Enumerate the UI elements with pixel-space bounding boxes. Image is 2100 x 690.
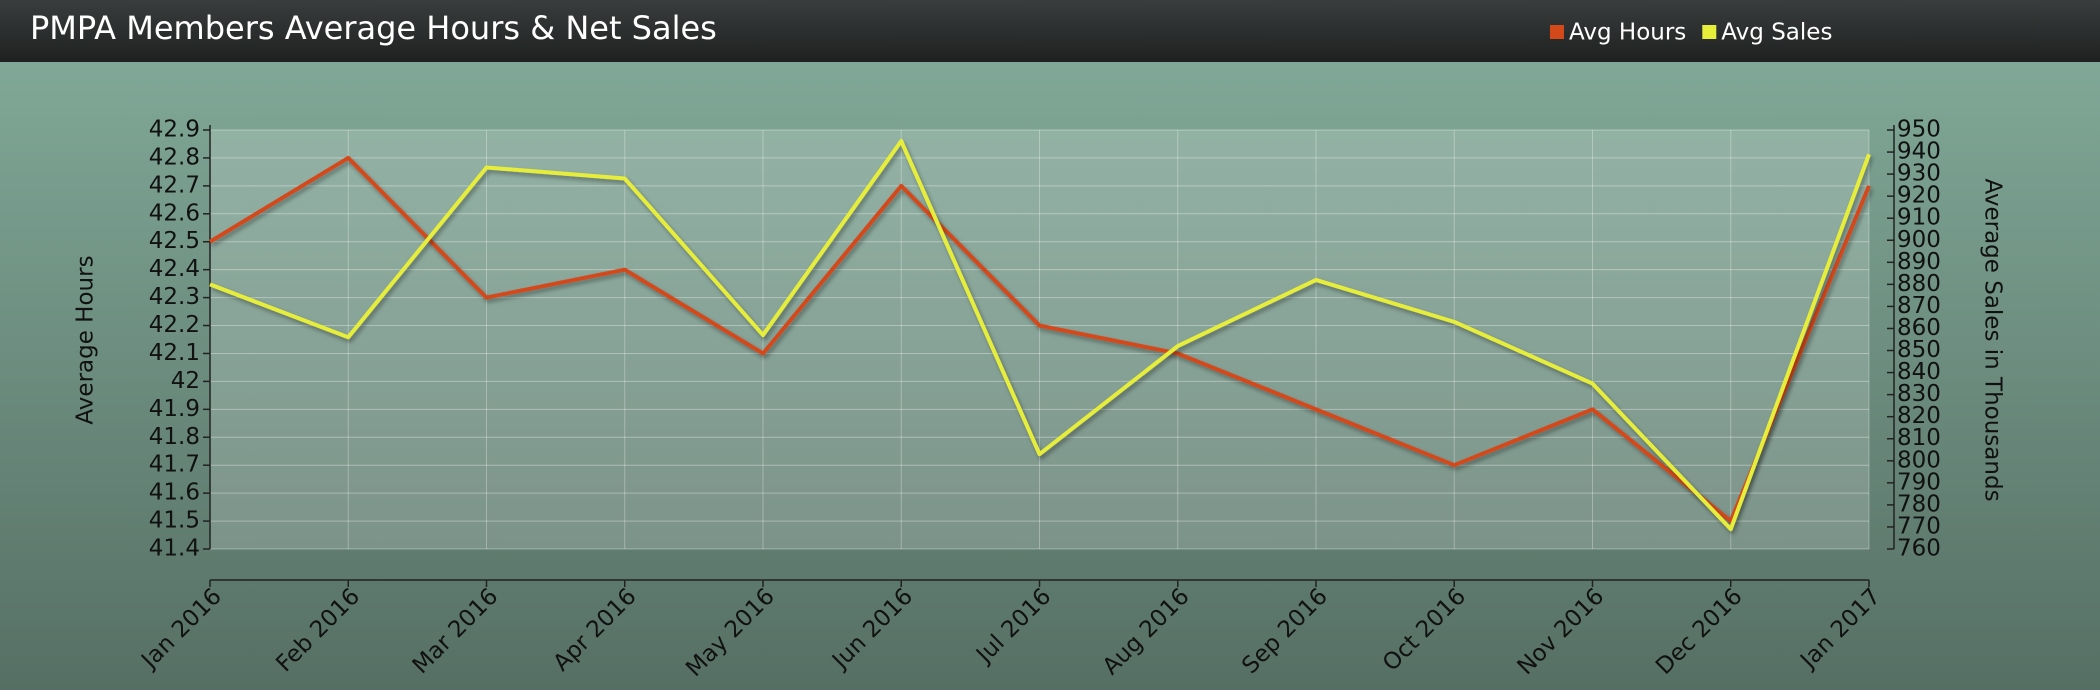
y-tick-label: 41.8 — [149, 424, 200, 450]
y2-tick-label: 850 — [1897, 337, 1941, 363]
y2-tick-label: 910 — [1897, 205, 1941, 231]
y2-tick-label: 900 — [1897, 227, 1941, 253]
y-tick-label: 42 — [171, 368, 200, 394]
series-line — [209, 139, 1871, 532]
y2-tick-label: 860 — [1897, 315, 1941, 341]
y-axis-title: Average Hours — [73, 255, 99, 424]
y2-tick-label: 870 — [1897, 293, 1941, 319]
y2-tick-label: 890 — [1897, 249, 1941, 275]
y-tick-label: 41.5 — [149, 508, 200, 534]
y2-tick-label: 840 — [1897, 359, 1941, 385]
y-tick-label: 41.9 — [149, 396, 200, 422]
legend-swatch — [1702, 25, 1717, 39]
y2-tick-label: 830 — [1897, 381, 1941, 407]
legend-label: Avg Hours — [1569, 20, 1686, 46]
chart-title: PMPA Members Average Hours & Net Sales — [30, 9, 717, 47]
y-tick-label: 42.9 — [149, 117, 200, 143]
y-tick-label: 42.3 — [149, 284, 200, 310]
y-tick-label: 42.1 — [149, 340, 200, 366]
plot-area — [210, 130, 1869, 549]
y2-tick-label: 920 — [1897, 183, 1941, 209]
y2-tick-label: 760 — [1897, 536, 1941, 562]
legend-swatch — [1550, 25, 1564, 39]
y-tick-label: 42.5 — [149, 228, 200, 254]
y-tick-label: 42.8 — [149, 144, 200, 170]
y2-tick-label: 810 — [1897, 425, 1941, 451]
legend-label: Avg Sales — [1721, 20, 1832, 46]
y2-axis-title: Average Sales in Thousands — [1980, 178, 2006, 501]
y2-tick-label: 780 — [1897, 491, 1941, 517]
title-bar — [0, 0, 2100, 62]
y-tick-label: 42.7 — [149, 172, 200, 198]
y-tick-label: 42.4 — [149, 256, 200, 282]
y-tick-label: 42.2 — [149, 312, 200, 338]
y-tick-label: 42.6 — [149, 200, 200, 226]
y-tick-label: 41.7 — [149, 452, 200, 478]
y2-tick-label: 930 — [1897, 161, 1941, 187]
y2-tick-label: 950 — [1897, 117, 1941, 143]
y-tick-label: 41.6 — [149, 480, 200, 506]
y2-tick-label: 800 — [1897, 447, 1941, 473]
y2-tick-label: 940 — [1897, 139, 1941, 165]
y2-tick-label: 790 — [1897, 469, 1941, 495]
y2-tick-label: 820 — [1897, 403, 1941, 429]
series-line — [208, 155, 1871, 524]
y2-tick-label: 880 — [1897, 271, 1941, 297]
y-tick-label: 41.4 — [149, 536, 200, 562]
y2-tick-label: 770 — [1897, 513, 1941, 539]
